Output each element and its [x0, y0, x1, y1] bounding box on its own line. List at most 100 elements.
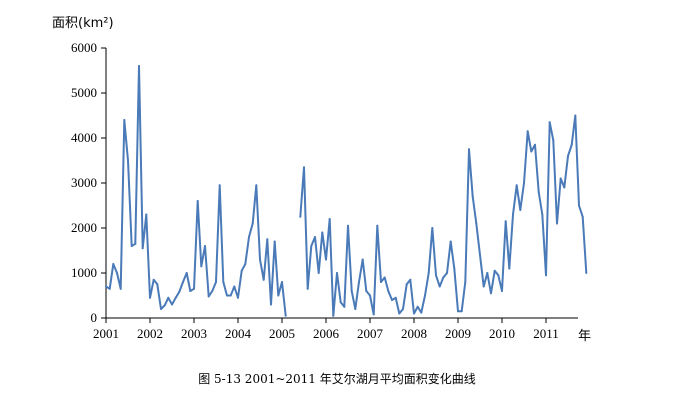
x-tick-label: 2004: [225, 326, 252, 341]
data-point: [233, 285, 236, 288]
x-axis-unit-label: 年: [578, 328, 591, 343]
series-layer: [105, 65, 588, 317]
data-point: [266, 238, 269, 241]
data-point: [200, 265, 203, 268]
data-point: [229, 294, 232, 297]
data-point: [453, 267, 456, 270]
data-point: [486, 272, 489, 274]
data-point: [138, 65, 140, 67]
x-tick-label: 2002: [137, 326, 163, 341]
series-line: [299, 114, 588, 317]
x-tick-label: 2007: [357, 326, 384, 341]
y-axis: 0 1000 2000 3000 4000 5000 6000: [71, 40, 107, 325]
data-point: [189, 290, 192, 292]
data-point: [413, 312, 415, 315]
x-axis: 2001 2002 2003 2004 2005 2006 2007 2008 2009 2010…: [93, 317, 578, 341]
data-point: [493, 269, 496, 272]
data-point: [548, 121, 551, 124]
data-point: [563, 186, 566, 189]
data-point: [482, 285, 485, 288]
data-point: [163, 304, 166, 307]
series-line: [105, 65, 287, 316]
data-point: [497, 274, 500, 277]
data-point: [394, 296, 397, 299]
x-tick-label: 2010: [489, 326, 515, 341]
data-point: [578, 204, 580, 207]
data-point: [145, 213, 148, 216]
data-point: [222, 281, 225, 283]
data-point: [284, 314, 287, 317]
data-point: [196, 200, 199, 202]
data-point: [585, 272, 588, 274]
data-point: [358, 281, 360, 283]
figure-caption: 图 5-13 2001~2011 年艾尔湖月平均面积变化曲线: [198, 372, 476, 386]
data-point: [581, 215, 584, 218]
data-point: [530, 150, 533, 153]
data-point: [310, 245, 313, 247]
data-point: [178, 290, 181, 293]
data-point: [240, 269, 243, 272]
data-point: [526, 130, 529, 133]
data-point: [405, 283, 408, 286]
data-point: [141, 247, 144, 250]
data-point: [273, 240, 276, 243]
data-point: [160, 308, 162, 310]
data-point: [211, 290, 214, 292]
data-point: [380, 281, 382, 283]
data-point: [479, 254, 481, 256]
data-point: [468, 148, 470, 151]
data-point: [204, 245, 206, 247]
data-point: [226, 294, 228, 297]
data-point: [460, 310, 463, 313]
y-tick-label: 0: [91, 310, 98, 325]
data-point: [215, 281, 217, 283]
data-point: [552, 139, 555, 142]
data-point: [248, 236, 250, 238]
y-tick-label: 5000: [71, 85, 97, 100]
data-point: [449, 240, 452, 243]
data-point: [108, 287, 111, 290]
data-point: [523, 182, 525, 184]
data-point: [372, 313, 375, 316]
data-point: [277, 294, 280, 297]
data-point: [541, 213, 544, 216]
data-point: [508, 267, 511, 270]
data-point: [471, 195, 474, 198]
data-point: [127, 159, 129, 162]
data-point: [519, 209, 522, 211]
data-point: [171, 303, 173, 306]
data-point: [321, 231, 324, 234]
x-tick-label: 2011: [533, 326, 559, 341]
y-tick-label: 6000: [71, 40, 97, 55]
y-tick-label: 4000: [71, 130, 97, 145]
data-point: [299, 215, 302, 218]
data-point: [336, 272, 338, 274]
data-point: [570, 143, 573, 146]
data-point: [270, 303, 272, 306]
data-point: [361, 258, 364, 261]
data-point: [123, 119, 126, 121]
data-point: [387, 290, 390, 292]
data-point: [490, 292, 492, 295]
data-point: [446, 272, 448, 274]
data-point: [435, 274, 437, 277]
data-point: [251, 222, 254, 225]
data-point: [152, 278, 155, 281]
data-point: [314, 236, 316, 238]
data-point: [409, 278, 412, 281]
data-point: [427, 272, 430, 274]
data-point: [420, 311, 423, 314]
x-tick-label: 2001: [93, 326, 119, 341]
data-point: [303, 166, 305, 169]
data-point: [556, 222, 558, 225]
y-tick-label: 2000: [71, 220, 97, 235]
data-point: [369, 294, 371, 297]
data-point: [464, 281, 467, 283]
data-point: [156, 283, 159, 286]
data-point: [281, 281, 283, 283]
data-point: [512, 213, 514, 216]
y-axis-label: 面积(km²): [52, 16, 114, 31]
data-point: [130, 245, 133, 247]
data-point: [416, 305, 419, 308]
data-point: [174, 296, 177, 299]
